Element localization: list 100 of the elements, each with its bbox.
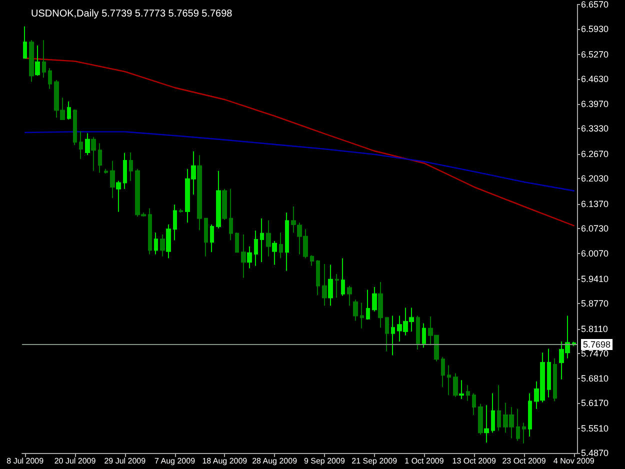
x-tick-label: 21 Sep 2009	[352, 456, 398, 466]
y-tick-label: 5.8770	[581, 298, 609, 308]
line-series	[24, 131, 575, 192]
candlestick	[328, 264, 333, 306]
x-tick-label: 1 Oct 2009	[404, 456, 444, 466]
candlestick	[291, 206, 296, 234]
y-tick-label: 6.3970	[581, 99, 609, 110]
candlestick	[241, 234, 246, 278]
candlestick	[441, 356, 445, 388]
candlestick	[453, 372, 458, 398]
candlestick	[341, 258, 345, 296]
candlestick	[366, 289, 370, 320]
candlestick	[67, 100, 71, 120]
y-tick-label: 6.2670	[581, 149, 609, 159]
x-tick-label: 13 Oct 2009	[452, 456, 496, 466]
ref-line-label: 5.7698	[583, 340, 611, 350]
chart-title: USDNOK,Daily 5.7739 5.7773 5.7659 5.7698	[31, 8, 233, 20]
candlestick	[310, 254, 314, 266]
y-tick-label: 6.1370	[581, 198, 609, 209]
line-series	[24, 58, 575, 226]
candlestick	[353, 299, 358, 322]
candlestick	[222, 188, 227, 220]
x-tick-label: 20 Jul 2009	[54, 456, 96, 466]
candlestick	[484, 404, 489, 444]
candlestick	[528, 392, 532, 438]
x-tick-label: 8 Jul 2009	[6, 456, 44, 466]
x-tick-label: 29 Jul 2009	[104, 456, 146, 466]
candlestick	[459, 380, 464, 400]
candlestick	[42, 40, 46, 78]
candlestick	[247, 246, 252, 269]
candlestick	[154, 232, 158, 255]
candlestick	[148, 208, 152, 255]
y-tick-label: 6.6570	[581, 0, 609, 10]
candlestick	[316, 260, 320, 296]
candlestick	[116, 180, 121, 212]
candlestick	[110, 160, 115, 199]
y-tick-label: 5.4870	[581, 448, 609, 458]
y-tick-label: 6.4630	[581, 74, 609, 84]
candlestick	[447, 364, 451, 396]
y-tick-label: 6.5930	[581, 24, 609, 34]
candlestick	[285, 212, 289, 272]
candlestick	[416, 315, 420, 350]
candlestick	[422, 322, 426, 348]
candlestick	[29, 40, 34, 82]
y-tick-label: 6.5270	[581, 49, 609, 60]
y-tick-label: 5.6810	[581, 374, 609, 384]
candlestick	[272, 240, 277, 266]
candlestick	[385, 317, 389, 352]
candlestick	[472, 392, 476, 416]
candlestick	[104, 168, 108, 174]
candlestick	[85, 132, 90, 156]
candlestick	[266, 220, 271, 257]
candlestick	[347, 285, 352, 306]
candlestick	[91, 136, 96, 172]
candlestick	[372, 286, 377, 312]
x-tick-label: 18 Aug 2009	[202, 456, 248, 466]
candlestick	[204, 218, 208, 257]
candlestick	[197, 154, 202, 231]
y-tick-label: 6.0730	[581, 223, 609, 234]
y-tick-label: 5.8110	[581, 324, 608, 334]
candlestick	[522, 422, 526, 444]
candlestick	[497, 384, 501, 432]
candlestick	[516, 408, 520, 442]
candlestick	[491, 392, 495, 434]
candlestick	[166, 224, 171, 259]
candlestick	[210, 224, 214, 253]
candlestick	[98, 142, 102, 174]
candlestick	[73, 109, 77, 146]
y-tick-label: 6.3330	[581, 124, 609, 134]
y-tick-label: 5.5510	[581, 423, 609, 434]
y-tick-label: 5.6170	[581, 398, 609, 408]
x-tick-label: 9 Sep 2009	[304, 456, 346, 466]
y-tick-label: 5.9410	[581, 274, 609, 284]
candlestick	[229, 188, 233, 241]
candlestick	[547, 348, 551, 398]
candlestick	[260, 218, 264, 263]
y-tick-label: 6.2030	[581, 174, 609, 184]
candlestick	[254, 230, 258, 266]
y-tick-label: 6.0070	[581, 248, 609, 259]
x-tick-label: 28 Aug 2009	[252, 456, 298, 466]
candlestick	[35, 45, 40, 76]
candlestick	[235, 232, 239, 253]
x-tick-label: 7 Aug 2009	[154, 456, 196, 466]
candlestick	[466, 384, 470, 402]
candlestick	[391, 315, 395, 356]
candlestick	[160, 234, 165, 257]
candlestick	[79, 130, 83, 160]
candlestick	[279, 232, 283, 259]
candlestick	[335, 273, 339, 298]
candlestick	[23, 26, 27, 59]
candlestick	[360, 302, 364, 329]
candlestick	[173, 204, 177, 241]
candlestick	[216, 170, 221, 229]
candlestick	[378, 282, 383, 328]
candlestick	[48, 68, 52, 90]
x-tick-label: 23 Oct 2009	[502, 456, 546, 466]
candlestick	[478, 403, 483, 436]
candlestick	[553, 358, 557, 402]
y-tick-label: 5.7470	[581, 348, 609, 358]
candlestick	[123, 152, 127, 190]
